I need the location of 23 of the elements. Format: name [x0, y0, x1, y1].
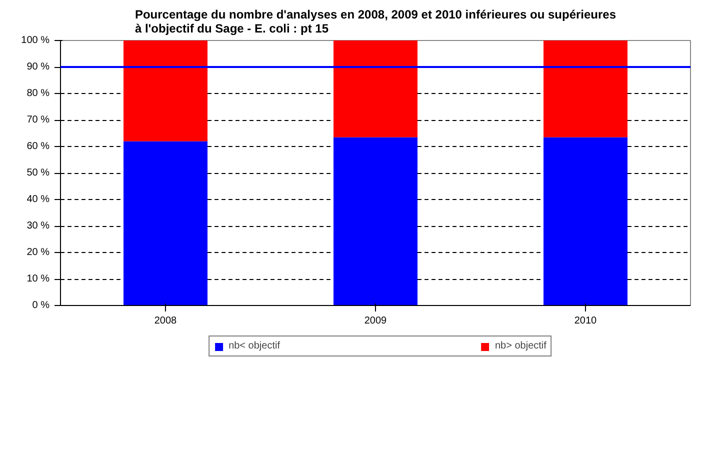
legend-label: nb> objectif — [495, 340, 546, 352]
chart-title: Pourcentage du nombre d'analyses en 2008, 2009 et 2010 inférieures ou supérieures à l'objectif du Sage - E. coli : pt 15 — [134, 8, 616, 36]
y-tick-label: 90 % — [26, 62, 50, 72]
bar — [544, 137, 628, 306]
legend-label: nb< objectif — [228, 340, 280, 352]
y-tick-label: 70 % — [26, 114, 50, 126]
y-tick-label: 40 % — [26, 194, 50, 205]
y-tick-label: 80 % — [26, 88, 50, 99]
y-tick-label: 30 % — [26, 220, 50, 232]
bar — [124, 141, 208, 306]
bar — [334, 137, 418, 306]
bar — [334, 40, 418, 138]
bar — [544, 40, 628, 138]
bar — [124, 40, 208, 142]
y-tick-label: 100 % — [21, 35, 50, 46]
y-tick-label: 0 % — [32, 300, 50, 311]
x-tick-label: 2009 — [364, 316, 388, 326]
x-tick-label: 2008 — [154, 316, 178, 326]
y-tick-label: 50 % — [26, 168, 50, 178]
y-tick-label: 20 % — [26, 247, 50, 258]
y-tick-label: 60 % — [26, 141, 50, 152]
y-tick-label: 10 % — [26, 274, 50, 284]
x-tick-label: 2010 — [574, 316, 598, 326]
